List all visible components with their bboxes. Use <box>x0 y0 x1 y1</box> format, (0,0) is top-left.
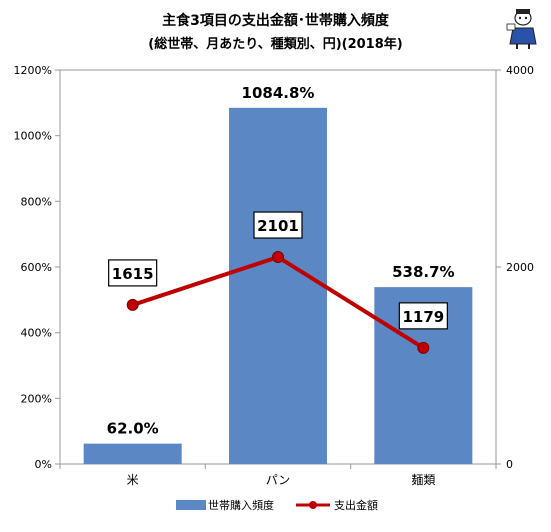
chart-subtitle: (総世帯、月あたり、種類別、円)(2018年) <box>148 37 403 52</box>
line-data-label-box <box>108 259 158 287</box>
y-left-tick-label: 400% <box>21 327 52 340</box>
bar <box>229 107 327 464</box>
chart-title: 主食3項目の支出金額･世帯購入頻度 <box>162 13 389 29</box>
line-point <box>126 298 139 311</box>
bar-data-label: 62.0% <box>107 420 159 438</box>
legend-bar-swatch <box>176 500 206 510</box>
y-left-tick-label: 1200% <box>14 64 52 77</box>
y-left-tick-label: 0% <box>35 458 52 471</box>
y-left-tick-label: 600% <box>21 261 52 274</box>
x-tick-label: 麺類 <box>411 473 435 487</box>
line-data-label-box <box>398 302 448 330</box>
y-left-tick-label: 800% <box>21 195 52 208</box>
line-data-label: 1179 <box>402 308 444 326</box>
bar <box>83 443 182 464</box>
line-point <box>272 251 284 264</box>
x-tick-label: 米 <box>127 473 139 487</box>
x-tick-label: パン <box>266 473 291 487</box>
y-right-tick-label: 2000 <box>506 261 534 274</box>
bar-data-label: 1084.8% <box>242 84 315 102</box>
mascot-logo-icon <box>506 9 537 49</box>
line-point <box>417 341 430 354</box>
legend-bar-label: 世帯購入頻度 <box>208 498 274 512</box>
line-data-label: 1615 <box>112 265 154 283</box>
y-left-tick-label: 200% <box>21 392 52 405</box>
y-right-tick-label: 4000 <box>506 64 534 77</box>
legend-line-label: 支出金額 <box>334 498 378 512</box>
y-right-tick-label: 0 <box>506 458 513 471</box>
y-left-tick-label: 1000% <box>14 130 52 143</box>
line-data-label: 2101 <box>257 217 299 235</box>
bar-data-label: 538.7% <box>392 263 454 281</box>
legend-line-marker <box>309 501 317 509</box>
line-data-label-box <box>253 211 303 239</box>
